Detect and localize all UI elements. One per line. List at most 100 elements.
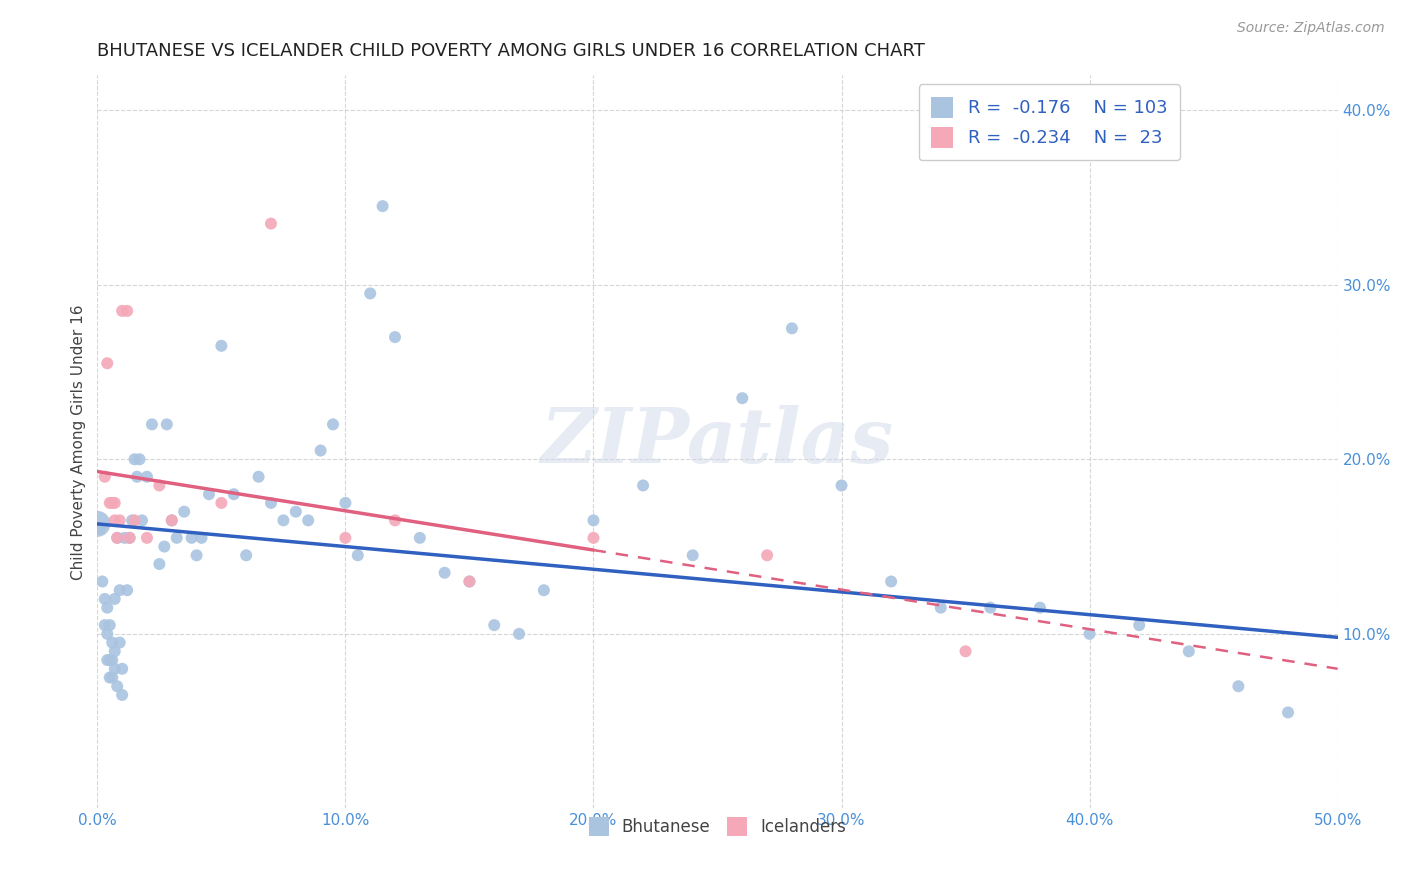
Point xyxy=(104,662,127,676)
Point xyxy=(631,478,654,492)
Point xyxy=(125,469,148,483)
Point xyxy=(359,286,381,301)
Point xyxy=(880,574,903,589)
Point xyxy=(156,417,179,432)
Point xyxy=(1227,679,1250,693)
Point xyxy=(108,635,131,649)
Point xyxy=(1029,600,1052,615)
Point xyxy=(458,574,481,589)
Point xyxy=(235,549,257,563)
Point xyxy=(166,531,188,545)
Text: Source: ZipAtlas.com: Source: ZipAtlas.com xyxy=(1237,21,1385,35)
Text: BHUTANESE VS ICELANDER CHILD POVERTY AMONG GIRLS UNDER 16 CORRELATION CHART: BHUTANESE VS ICELANDER CHILD POVERTY AMO… xyxy=(97,42,925,60)
Point xyxy=(96,600,118,615)
Point xyxy=(433,566,456,580)
Point xyxy=(101,635,124,649)
Point xyxy=(731,391,754,405)
Point xyxy=(190,531,212,545)
Point xyxy=(222,487,245,501)
Point xyxy=(458,574,481,589)
Point xyxy=(136,531,159,545)
Point xyxy=(335,531,357,545)
Point xyxy=(98,671,121,685)
Point xyxy=(247,469,270,483)
Point xyxy=(98,653,121,667)
Point xyxy=(322,417,344,432)
Point xyxy=(101,496,124,510)
Point xyxy=(105,531,128,545)
Point xyxy=(101,653,124,667)
Point xyxy=(346,549,368,563)
Point xyxy=(89,522,111,536)
Point xyxy=(115,304,138,318)
Point xyxy=(1128,618,1150,632)
Point xyxy=(831,478,853,492)
Point xyxy=(180,531,202,545)
Point xyxy=(260,496,283,510)
Point xyxy=(148,478,170,492)
Point xyxy=(136,469,159,483)
Y-axis label: Child Poverty Among Girls Under 16: Child Poverty Among Girls Under 16 xyxy=(72,304,86,580)
Point xyxy=(198,487,221,501)
Legend: Bhutanese, Icelanders: Bhutanese, Icelanders xyxy=(581,808,855,844)
Point xyxy=(582,531,605,545)
Point xyxy=(131,513,153,527)
Point xyxy=(124,452,146,467)
Point xyxy=(160,513,183,527)
Point xyxy=(756,549,779,563)
Point xyxy=(104,644,127,658)
Point xyxy=(148,557,170,571)
Point xyxy=(153,540,176,554)
Point xyxy=(94,469,117,483)
Point xyxy=(1178,644,1201,658)
Point xyxy=(111,662,134,676)
Point xyxy=(186,549,208,563)
Point xyxy=(96,356,118,370)
Point xyxy=(91,574,114,589)
Point xyxy=(384,513,406,527)
Point xyxy=(173,505,195,519)
Point xyxy=(209,339,232,353)
Point xyxy=(1078,627,1101,641)
Point xyxy=(105,679,128,693)
Point xyxy=(114,531,136,545)
Point xyxy=(297,513,319,527)
Point xyxy=(508,627,530,641)
Point xyxy=(101,671,124,685)
Point xyxy=(118,531,141,545)
Point xyxy=(979,600,1001,615)
Point xyxy=(111,304,134,318)
Point xyxy=(284,505,307,519)
Point xyxy=(955,644,977,658)
Point xyxy=(335,496,357,510)
Point xyxy=(104,513,127,527)
Point xyxy=(1277,706,1299,720)
Point xyxy=(108,513,131,527)
Point xyxy=(780,321,803,335)
Point xyxy=(98,496,121,510)
Point xyxy=(160,513,183,527)
Point xyxy=(118,531,141,545)
Point xyxy=(128,452,150,467)
Point xyxy=(108,583,131,598)
Point xyxy=(929,600,952,615)
Point xyxy=(94,591,117,606)
Point xyxy=(96,627,118,641)
Point xyxy=(141,417,163,432)
Point xyxy=(121,513,143,527)
Point xyxy=(94,618,117,632)
Point xyxy=(533,583,555,598)
Point xyxy=(582,513,605,527)
Point xyxy=(104,591,127,606)
Point xyxy=(96,653,118,667)
Point xyxy=(682,549,704,563)
Point xyxy=(104,496,127,510)
Point xyxy=(209,496,232,510)
Point xyxy=(111,688,134,702)
Point xyxy=(260,217,283,231)
Point xyxy=(86,516,108,531)
Point xyxy=(273,513,295,527)
Point xyxy=(371,199,394,213)
Point xyxy=(105,531,128,545)
Point xyxy=(309,443,332,458)
